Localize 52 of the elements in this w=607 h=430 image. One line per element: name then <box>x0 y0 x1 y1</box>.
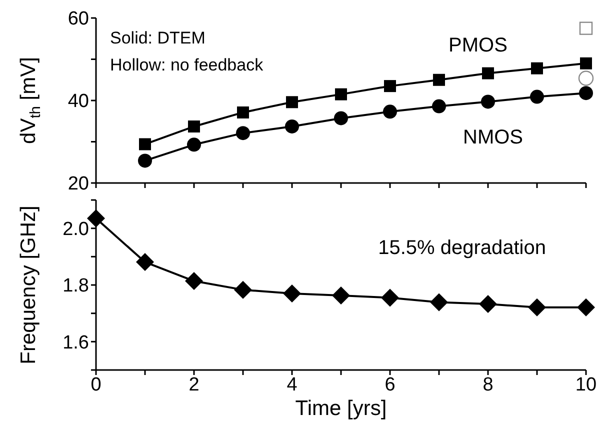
annotation: 15.5% degradation <box>378 237 546 259</box>
point <box>530 90 544 104</box>
point <box>432 99 446 114</box>
point <box>286 96 298 108</box>
point <box>384 80 396 92</box>
annotation: Solid: DTEM <box>110 28 206 48</box>
y-tick-label: 1.6 <box>62 332 89 354</box>
point <box>577 298 595 316</box>
point <box>187 138 201 152</box>
y-tick-label: 2.0 <box>62 219 89 240</box>
series-label: NMOS <box>463 126 523 149</box>
point <box>479 294 497 313</box>
point <box>138 154 152 168</box>
point <box>185 272 203 290</box>
x-tick-label: 2 <box>188 374 200 396</box>
point <box>87 209 105 228</box>
x-tick-label: 4 <box>286 374 298 396</box>
point <box>236 126 250 140</box>
point <box>580 57 592 70</box>
x-tick-label: 10 <box>575 374 597 396</box>
point <box>332 286 350 304</box>
point <box>579 86 593 100</box>
point <box>335 88 347 100</box>
x-tick-label: 6 <box>384 374 396 396</box>
point <box>285 119 299 134</box>
point <box>334 111 348 126</box>
point <box>139 138 151 150</box>
point <box>482 67 494 80</box>
point <box>579 22 593 35</box>
point <box>383 104 397 119</box>
point <box>430 293 448 312</box>
series-label: PMOS <box>448 34 508 56</box>
y-tick-label: 60 <box>68 8 89 30</box>
point <box>481 94 495 109</box>
point <box>283 284 301 302</box>
x-tick-label: 8 <box>482 374 494 396</box>
y-tick-label: 20 <box>68 174 89 195</box>
point <box>234 280 252 299</box>
point <box>237 106 249 118</box>
x-tick-label: 0 <box>90 374 102 396</box>
annotation: Hollow: no feedback <box>110 56 264 74</box>
point <box>188 120 200 132</box>
point <box>578 70 594 86</box>
point <box>531 62 543 74</box>
point <box>136 253 154 272</box>
x-axis-title: Time [yrs] <box>295 397 387 420</box>
y-tick-label: 1.8 <box>62 276 89 297</box>
point <box>381 288 399 307</box>
point <box>528 298 546 316</box>
point <box>433 74 445 86</box>
y-tick-label: 40 <box>68 91 89 112</box>
y-axis-title: Frequency [GHz] <box>16 206 40 364</box>
